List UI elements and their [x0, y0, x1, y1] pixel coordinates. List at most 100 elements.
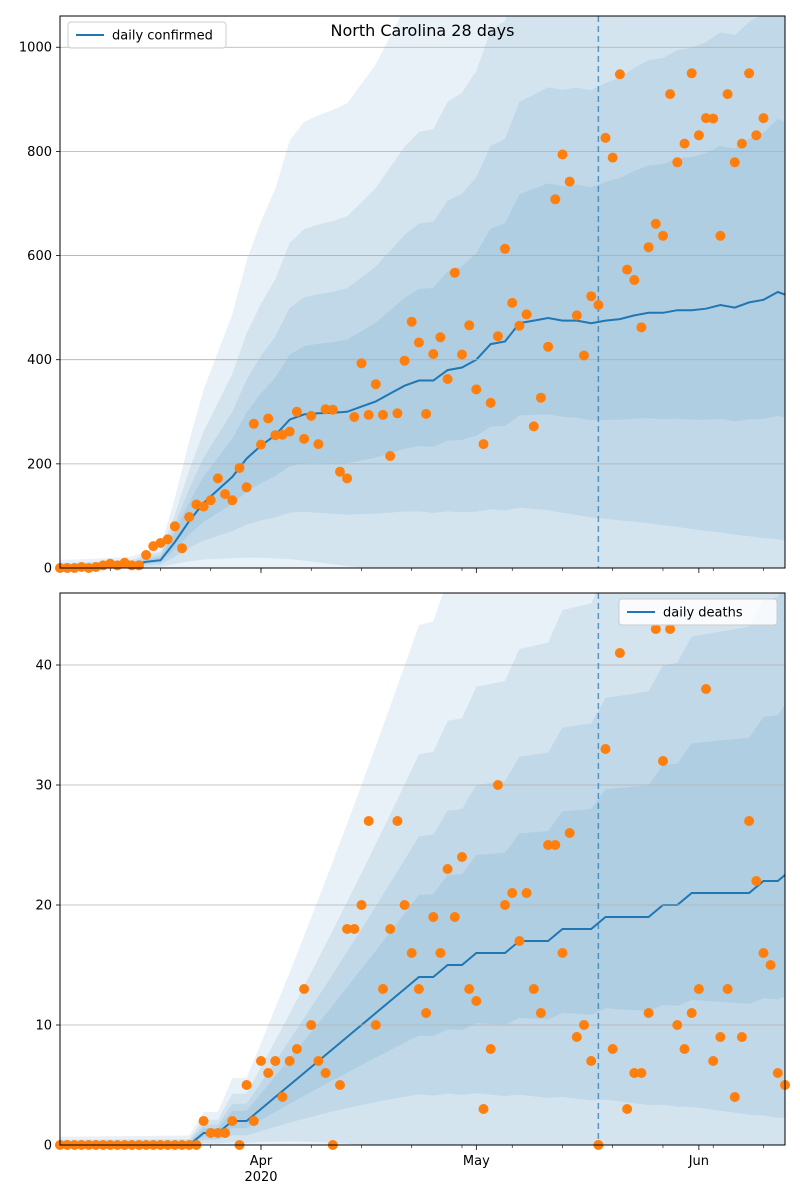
data-point: [693, 984, 704, 994]
data-point: [370, 379, 381, 390]
data-point: [198, 501, 209, 512]
data-point: [679, 1044, 690, 1054]
data-point: [241, 1080, 252, 1090]
data-point: [557, 149, 568, 160]
data-point: [428, 912, 439, 922]
data-point: [478, 1104, 489, 1114]
y-tick-label: 1000: [19, 41, 52, 56]
data-point: [263, 1068, 274, 1078]
x-tick-label: Apr: [250, 1154, 273, 1169]
data-point: [399, 355, 410, 366]
data-point: [686, 68, 697, 79]
data-point: [284, 426, 295, 437]
data-point: [708, 1056, 719, 1066]
data-point: [607, 1044, 618, 1054]
data-point: [643, 242, 654, 253]
data-point: [571, 1032, 582, 1042]
y-tick-label: 0: [44, 562, 52, 577]
data-point: [751, 130, 762, 141]
data-point: [514, 936, 525, 946]
data-point: [406, 948, 417, 958]
data-point: [492, 331, 503, 342]
data-point: [263, 413, 274, 424]
data-point: [270, 1056, 281, 1066]
data-point: [722, 984, 733, 994]
data-point: [543, 840, 554, 850]
data-point: [464, 984, 475, 994]
data-point: [457, 852, 467, 862]
data-point: [672, 1020, 683, 1030]
data-point: [212, 473, 223, 484]
uncertainty-band: [60, 16, 785, 568]
series-line: [60, 874, 785, 1145]
uncertainty-band: [60, 593, 785, 1145]
data-point: [227, 1116, 238, 1126]
data-point: [557, 948, 568, 958]
legend: daily deaths: [618, 598, 778, 626]
data-point: [758, 948, 769, 958]
plot-area: [60, 593, 785, 1145]
data-point: [306, 410, 317, 421]
data-point: [385, 451, 396, 461]
data-point: [600, 132, 611, 143]
data-point: [622, 1104, 633, 1114]
data-point: [614, 648, 625, 658]
data-point: [658, 230, 668, 241]
data-point: [363, 816, 374, 826]
y-tick-label: 400: [27, 353, 52, 368]
data-point: [241, 482, 252, 493]
data-point: [751, 876, 762, 886]
data-point: [291, 406, 302, 417]
data-point: [701, 113, 711, 124]
data-point: [421, 408, 432, 419]
data-point: [514, 320, 525, 331]
data-point: [586, 291, 597, 302]
data-point: [378, 409, 388, 420]
data-point: [629, 1068, 640, 1078]
y-tick-label: 600: [27, 249, 52, 264]
data-point: [715, 230, 726, 241]
legend-label: daily confirmed: [112, 29, 213, 44]
plot-area: [60, 16, 785, 568]
data-point: [744, 816, 755, 826]
data-point: [406, 316, 417, 327]
data-point: [342, 924, 353, 934]
data-point: [370, 1020, 381, 1030]
data-point: [550, 840, 561, 850]
data-point: [435, 332, 446, 343]
data-point: [550, 194, 561, 205]
data-point: [729, 157, 740, 168]
y-tick-label: 40: [35, 659, 52, 674]
uncertainty-band: [60, 704, 785, 1145]
data-point: [485, 1044, 496, 1054]
data-point: [672, 157, 683, 168]
y-tick-label: 10: [35, 1019, 52, 1034]
data-point: [356, 900, 367, 910]
data-point: [579, 350, 589, 361]
axes-frame: [59, 15, 786, 569]
data-point: [650, 218, 661, 229]
data-point: [593, 300, 604, 310]
data-point: [622, 264, 633, 275]
legend-box: [67, 21, 227, 49]
data-point: [571, 310, 582, 321]
data-point: [586, 1056, 597, 1066]
data-point: [335, 1080, 345, 1090]
data-point: [435, 948, 446, 958]
data-point: [715, 1032, 726, 1042]
data-point: [413, 984, 424, 994]
data-point: [184, 512, 195, 522]
data-point: [636, 322, 647, 333]
x-tick-label: May: [463, 1154, 490, 1169]
legend-box: [618, 598, 778, 626]
y-tick-label: 800: [27, 145, 52, 160]
data-point: [457, 349, 467, 360]
uncertainty-band: [60, 16, 785, 568]
data-point: [392, 816, 403, 826]
data-point: [521, 888, 532, 898]
data-point: [349, 412, 360, 422]
data-point: [162, 534, 173, 545]
y-tick-label: 30: [35, 779, 52, 794]
data-point: [220, 489, 231, 500]
